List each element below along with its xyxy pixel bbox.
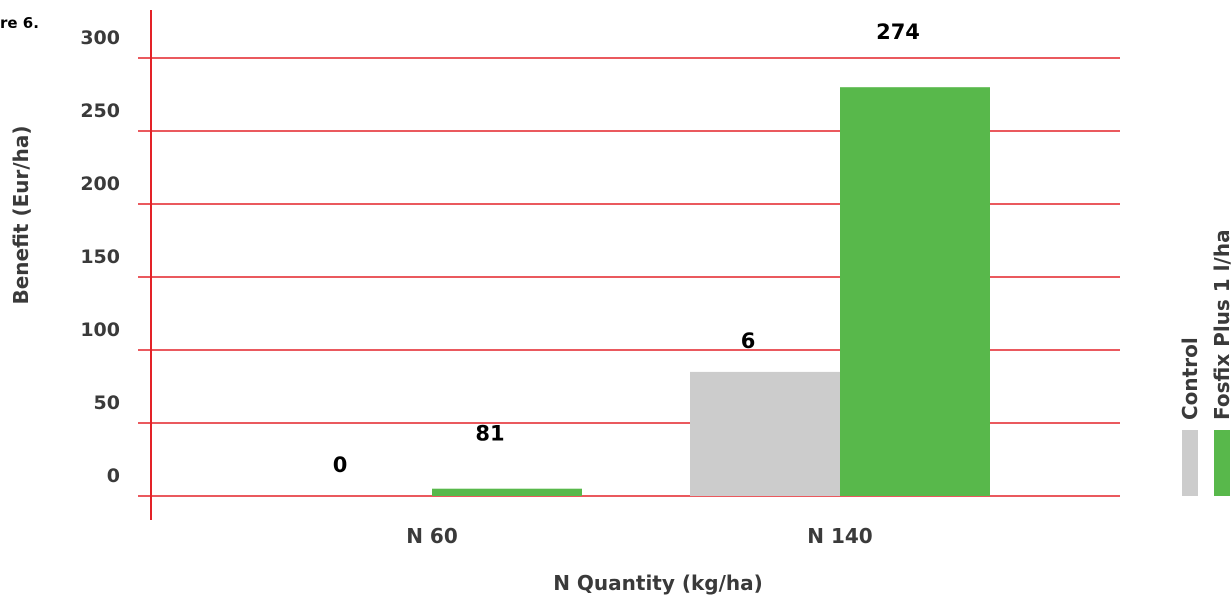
y-tick-label: 200 xyxy=(80,173,120,195)
bar-fosfix-1 xyxy=(840,87,990,496)
y-tick-label: 300 xyxy=(80,27,120,49)
x-axis-title: N Quantity (kg/ha) xyxy=(553,571,763,595)
legend-label: Fosfix Plus 1 l/ha xyxy=(1210,229,1232,420)
bar-fosfix-0 xyxy=(432,488,582,496)
data-label: 0 xyxy=(333,453,348,477)
y-tick-label: 150 xyxy=(80,246,120,268)
data-label: 6 xyxy=(741,329,756,353)
y-tick-label: 50 xyxy=(94,392,120,414)
y-tick-label: 100 xyxy=(80,319,120,341)
y-axis-title: Benefit (Eur/ha) xyxy=(9,125,33,304)
y-tick-label: 0 xyxy=(107,465,120,487)
y-axis-ticks: 0 50 100 150 200 250 300 xyxy=(80,27,120,487)
x-category-label: N 60 xyxy=(406,524,458,548)
data-labels: 0 81 6 274 xyxy=(333,20,920,477)
figure-label: re 6. xyxy=(0,14,39,32)
x-axis-categories: N 60 N 140 xyxy=(406,524,873,548)
legend-swatch xyxy=(1214,430,1230,496)
data-label: 274 xyxy=(876,20,920,44)
gridlines xyxy=(138,57,1120,497)
data-label: 81 xyxy=(475,422,504,446)
bars xyxy=(432,87,990,496)
bar-control-1 xyxy=(690,371,840,496)
legend: Control Fosfix Plus 1 l/ha xyxy=(1178,229,1232,496)
legend-swatch xyxy=(1182,430,1198,496)
x-category-label: N 140 xyxy=(807,524,872,548)
legend-label: Control xyxy=(1178,337,1202,420)
y-tick-label: 250 xyxy=(80,100,120,122)
